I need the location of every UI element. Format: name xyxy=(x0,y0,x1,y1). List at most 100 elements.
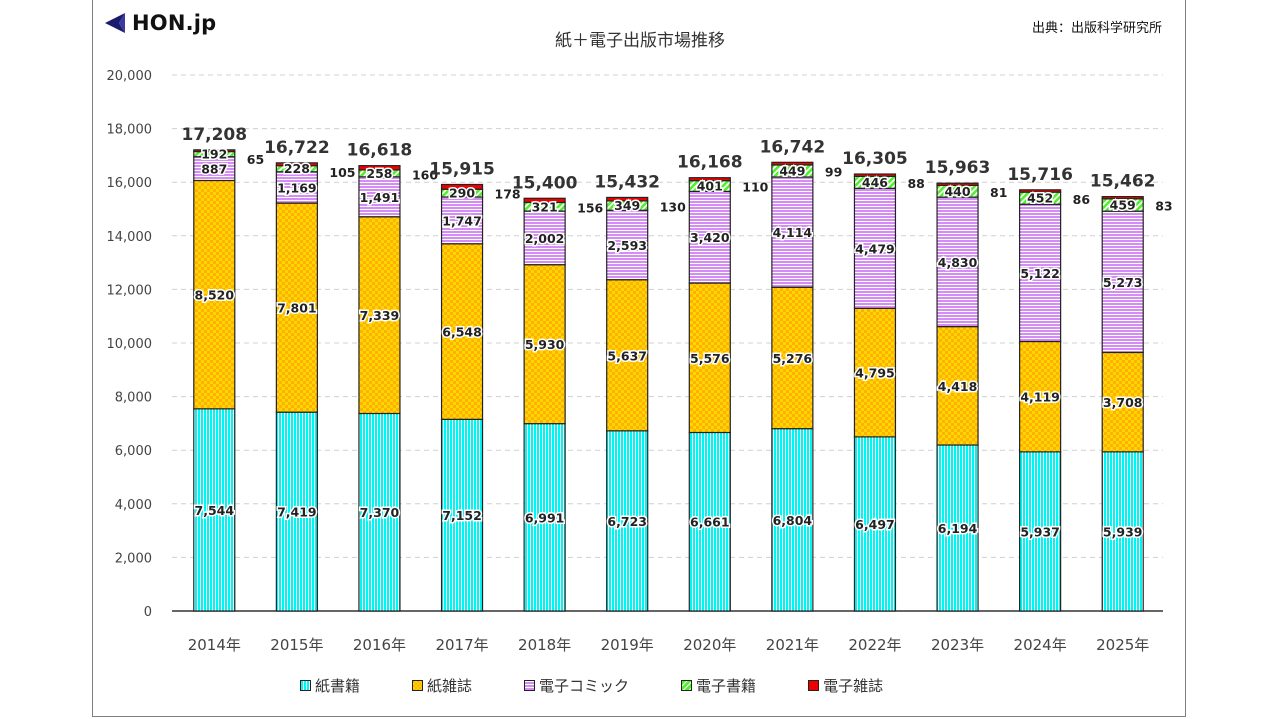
bar-stack: 6,991 5,930 2,002 321 156 15,400 xyxy=(512,173,604,612)
data-label-digital_magazines: 105 xyxy=(329,165,355,180)
bar-segment-digital_magazines xyxy=(688,177,731,182)
data-label-paper_books: 6,991 xyxy=(525,510,565,525)
bar-segment-digital_comics xyxy=(853,187,897,309)
x-tick-label: 2020年 xyxy=(683,636,736,654)
data-label-digital_magazines: 156 xyxy=(577,200,603,215)
data-label-digital_comics: 1,491 xyxy=(360,190,400,205)
source-credit: 出典：出版科学研究所 xyxy=(1031,21,1162,36)
bar-segment-paper_magazines xyxy=(275,202,318,413)
data-label-digital_books: 349 xyxy=(614,198,640,213)
legend-item-digital_comics: 電子コミック xyxy=(524,675,629,696)
data-label-paper_books: 6,497 xyxy=(855,517,895,532)
bar-segment-paper_magazines xyxy=(1101,351,1144,453)
bar-segment-digital_magazines xyxy=(1101,196,1144,200)
bar-segment-paper_books xyxy=(440,418,484,612)
data-label-digital_comics: 4,479 xyxy=(855,241,895,256)
bar-segment-digital_comics xyxy=(1019,203,1062,343)
bar-segment-digital_magazines xyxy=(936,182,979,186)
bar-segment-digital_magazines xyxy=(193,149,236,153)
data-label-digital_books: 192 xyxy=(201,147,227,162)
bar-segment-digital_magazines xyxy=(275,162,318,167)
y-tick-label: 20,000 xyxy=(107,69,153,84)
x-tick-label: 2019年 xyxy=(601,636,654,654)
data-label-digital_comics: 1,169 xyxy=(277,180,317,195)
data-label-paper_books: 5,939 xyxy=(1103,524,1143,539)
bar-segment-paper_books xyxy=(193,408,236,612)
bar-segment-paper_magazines xyxy=(1019,340,1062,453)
bar-segment-digital_comics xyxy=(606,209,649,281)
x-tick-label: 2015年 xyxy=(270,636,323,654)
data-label-paper_magazines: 6,548 xyxy=(442,325,482,340)
bar-segment-paper_books xyxy=(688,431,731,612)
data-label-digital_books: 321 xyxy=(532,199,558,214)
data-label-digital_magazines: 178 xyxy=(495,186,521,201)
paper-plane-logo-icon xyxy=(105,13,125,33)
data-label-paper_magazines: 5,276 xyxy=(773,351,813,366)
bar-segment-digital_magazines xyxy=(358,165,401,171)
data-label-digital_books: 290 xyxy=(449,186,475,201)
data-label-paper_books: 7,370 xyxy=(360,505,400,520)
legend-label: 紙書籍 xyxy=(315,676,361,695)
total-label: 15,963 xyxy=(925,158,991,178)
data-label-paper_magazines: 8,520 xyxy=(195,288,235,303)
y-tick-label: 14,000 xyxy=(107,230,153,245)
data-label-paper_magazines: 4,119 xyxy=(1020,390,1060,405)
bar-segment-digital_comics xyxy=(523,210,566,266)
data-label-digital_books: 449 xyxy=(779,163,805,178)
total-label: 15,432 xyxy=(594,172,660,192)
legend-item-paper_magazines: 紙雑誌 xyxy=(412,675,472,696)
data-label-digital_books: 401 xyxy=(697,179,723,194)
data-label-digital_comics: 5,273 xyxy=(1103,275,1143,290)
total-label: 15,716 xyxy=(1007,165,1073,185)
bar-segment-digital_comics xyxy=(936,196,979,328)
x-tick-label: 2025年 xyxy=(1096,636,1149,654)
data-label-digital_comics: 4,114 xyxy=(773,225,813,240)
data-label-digital_magazines: 81 xyxy=(990,185,1007,200)
legend-swatch-icon xyxy=(808,679,820,691)
data-label-digital_magazines: 110 xyxy=(742,180,768,195)
data-label-digital_comics: 4,830 xyxy=(938,255,978,270)
total-label: 16,742 xyxy=(760,137,826,157)
bar-stack: 6,497 4,795 4,479 446 88 16,305 xyxy=(842,149,925,612)
x-tick-label: 2016年 xyxy=(353,636,406,654)
total-label: 15,915 xyxy=(429,159,495,179)
data-label-paper_books: 6,661 xyxy=(690,515,730,530)
bar-segment-paper_magazines xyxy=(853,307,897,438)
legend-swatch-icon xyxy=(681,679,693,691)
bar-segment-digital_magazines xyxy=(853,173,897,177)
legend-item-digital_magazines: 電子雑誌 xyxy=(808,675,883,696)
data-label-paper_magazines: 5,576 xyxy=(690,351,730,366)
x-tick-label: 2017年 xyxy=(435,636,488,654)
bar-segment-paper_magazines xyxy=(936,325,979,446)
bar-stack: 6,804 5,276 4,114 449 99 16,742 xyxy=(760,137,842,612)
y-tick-label: 2,000 xyxy=(115,551,152,566)
data-label-digital_comics: 2,002 xyxy=(525,231,565,246)
y-tick-label: 8,000 xyxy=(115,391,152,406)
data-label-paper_books: 7,544 xyxy=(195,503,235,518)
total-label: 16,618 xyxy=(347,141,413,161)
data-label-paper_books: 7,419 xyxy=(277,505,317,520)
total-label: 16,168 xyxy=(677,153,743,173)
total-label: 15,462 xyxy=(1090,172,1156,192)
y-tick-label: 18,000 xyxy=(107,123,153,138)
y-tick-label: 16,000 xyxy=(107,176,153,191)
data-label-paper_books: 6,804 xyxy=(773,513,813,528)
bar-segment-digital_comics xyxy=(358,176,401,218)
x-axis: 2014年 2015年 2016年 2017年 2018年 2019年 2020年 2021年… xyxy=(188,636,1150,654)
bar-segment-digital_magazines xyxy=(1019,189,1062,193)
bar-segment-paper_magazines xyxy=(688,282,731,434)
legend-label: 紙雑誌 xyxy=(427,676,473,695)
data-label-paper_magazines: 7,801 xyxy=(277,301,317,316)
data-label-paper_magazines: 7,339 xyxy=(360,308,400,323)
data-label-digital_comics: 5,122 xyxy=(1020,266,1060,281)
bar-segment-paper_magazines xyxy=(358,216,401,415)
data-label-paper_magazines: 5,930 xyxy=(525,337,565,352)
legend-item-paper_books: 紙書籍 xyxy=(300,675,360,696)
data-label-paper_books: 6,723 xyxy=(607,514,647,529)
data-label-digital_books: 452 xyxy=(1027,191,1053,206)
bar-segment-digital_magazines xyxy=(523,197,566,204)
chart-title: 紙＋電子出版市場推移 xyxy=(555,31,725,51)
